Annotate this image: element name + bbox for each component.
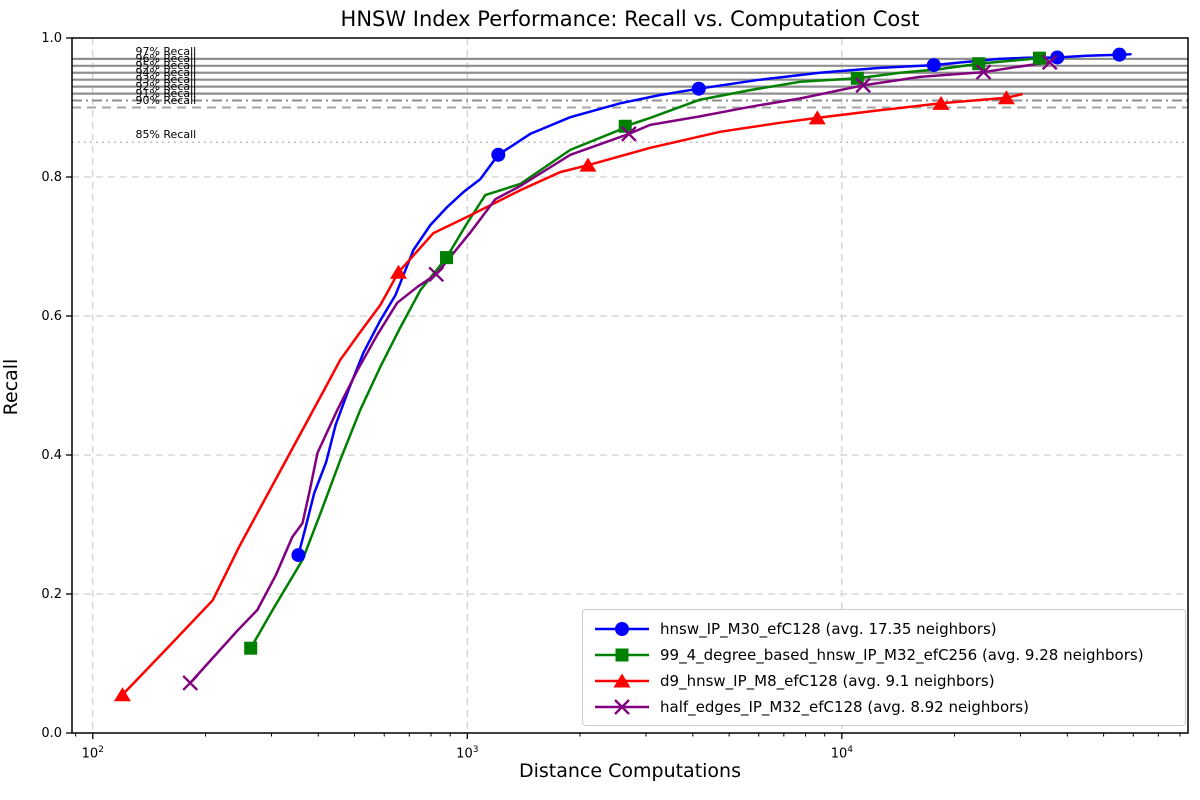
series-line-99_4_degree_based_hnsw_IP_M32_efC256 xyxy=(249,56,1041,650)
legend-item: d9_hnsw_IP_M8_efC128 (avg. 9.1 neighbors… xyxy=(593,668,1185,694)
x-tick-label: 103 xyxy=(456,745,479,762)
marker-x xyxy=(621,126,637,142)
marker-triangle xyxy=(113,687,131,702)
marker-square xyxy=(972,57,986,71)
x-tick-label: 102 xyxy=(81,745,104,762)
marker-x xyxy=(1041,54,1058,71)
chart-title: HNSW Index Performance: Recall vs. Compu… xyxy=(340,7,920,31)
legend-symbol-square xyxy=(595,648,649,662)
marker-x xyxy=(182,675,199,691)
y-tick-label: 0.4 xyxy=(41,447,62,463)
y-tick-label: 0.0 xyxy=(41,725,62,741)
reference-line-label: 97% Recall xyxy=(135,44,197,58)
legend-item: 99_4_degree_based_hnsw_IP_M32_efC256 (av… xyxy=(593,642,1185,668)
marker-circle xyxy=(691,81,706,96)
series-line-half_edges_IP_M32_efC128 xyxy=(188,61,1051,685)
legend-symbol-circle xyxy=(595,622,649,636)
marker-circle xyxy=(1050,50,1065,65)
marker-circle xyxy=(291,548,306,563)
marker-x xyxy=(428,266,445,283)
y-tick-label: 1.0 xyxy=(41,30,62,46)
marker-square xyxy=(244,641,258,655)
reference-line-label: 91% Recall xyxy=(135,86,197,100)
reference-line-label: 90% Recall xyxy=(135,93,197,107)
marker-circle xyxy=(1112,47,1127,62)
marker-circle xyxy=(926,58,941,73)
marker-square xyxy=(440,251,454,265)
legend-symbol-triangle xyxy=(595,673,649,688)
y-tick-label: 0.6 xyxy=(41,308,62,324)
series-line-hnsw_IP_M30_efC128 xyxy=(297,53,1132,557)
marker-triangle xyxy=(997,90,1015,105)
marker-triangle xyxy=(579,157,597,172)
legend: hnsw_IP_M30_efC128 (avg. 17.35 neighbors… xyxy=(582,609,1186,726)
y-axis-label: Recall xyxy=(0,358,22,416)
x-axis-label: Distance Computations xyxy=(518,760,741,782)
legend-label: half_edges_IP_M32_efC128 (avg. 8.92 neig… xyxy=(660,698,1029,716)
reference-line-label: 94% Recall xyxy=(135,65,197,79)
reference-line-label: 96% Recall xyxy=(135,51,197,65)
marker-circle xyxy=(491,147,506,162)
legend-symbol-x xyxy=(595,699,649,715)
x-tick-label: 104 xyxy=(830,745,853,762)
marker-x xyxy=(975,64,992,80)
legend-label: d9_hnsw_IP_M8_efC128 (avg. 9.1 neighbors… xyxy=(660,672,995,690)
legend-item: hnsw_IP_M30_efC128 (avg. 17.35 neighbors… xyxy=(593,616,1185,642)
marker-triangle xyxy=(389,264,407,279)
marker-square xyxy=(1032,51,1046,65)
legend-item: half_edges_IP_M32_efC128 (avg. 8.92 neig… xyxy=(593,694,1185,720)
marker-triangle xyxy=(808,110,826,125)
marker-square xyxy=(618,119,632,133)
y-tick-label: 0.2 xyxy=(41,586,62,602)
reference-line-label: 92% Recall xyxy=(135,79,197,93)
y-tick-label: 0.8 xyxy=(41,169,62,185)
reference-line-label: 93% Recall xyxy=(135,72,197,86)
reference-line-label: 95% Recall xyxy=(135,58,197,72)
legend-label: 99_4_degree_based_hnsw_IP_M32_efC256 (av… xyxy=(660,646,1144,664)
marker-triangle xyxy=(932,95,950,110)
plot-spine xyxy=(71,37,1189,734)
legend-label: hnsw_IP_M30_efC128 (avg. 17.35 neighbors… xyxy=(660,620,997,638)
reference-line-label: 85% Recall xyxy=(135,128,197,142)
marker-x xyxy=(855,77,871,94)
series-line-d9_hnsw_IP_M8_efC128 xyxy=(121,93,1023,697)
